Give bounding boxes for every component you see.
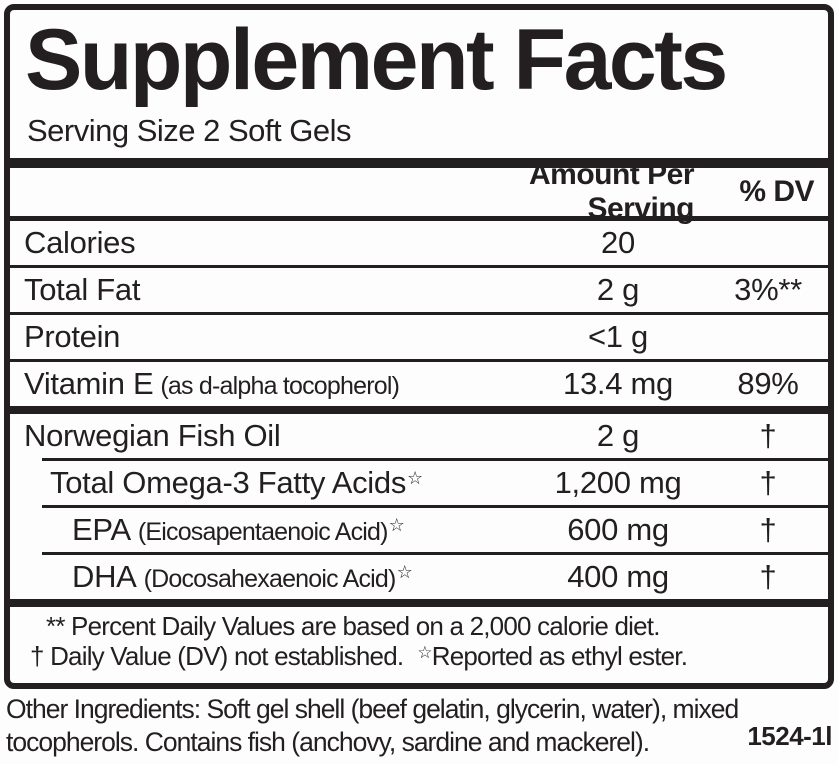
- nutrient-note: (as d-alpha tocopherol): [160, 372, 400, 400]
- nutrient-dv: †: [759, 418, 777, 453]
- table-header-row: Amount Per Serving % DV: [10, 158, 828, 225]
- row-calories: Calories 20: [10, 221, 828, 265]
- below-panel-section: Other Ingredients: Soft gel shell (beef …: [6, 693, 834, 759]
- divider-thick: [10, 406, 828, 414]
- nutrient-name: Total Omega-3 Fatty Acids☆: [50, 465, 423, 500]
- nutrient-dv: †: [759, 559, 777, 594]
- nutrient-name: DHA (Docosahexaenoic Acid)☆: [72, 559, 413, 594]
- row-total-omega-3: Total Omega-3 Fatty Acids☆ 1,200 mg †: [10, 461, 828, 505]
- nutrient-amount: 1,200 mg: [554, 465, 682, 500]
- panel-title: Supplement Facts: [25, 12, 728, 108]
- nutrient-name: Total Fat: [24, 272, 141, 307]
- nutrient-dv: †: [759, 465, 777, 500]
- nutrient-note: (Docosahexaenoic Acid): [143, 565, 397, 593]
- nutrient-name: EPA (Eicosapentaenoic Acid)☆: [72, 512, 405, 547]
- nutrient-amount: 13.4 mg: [563, 366, 673, 401]
- amount-per-serving-header: Amount Per Serving: [528, 158, 695, 225]
- footnote-dv-not-established: † Daily Value (DV) not established. ☆Repo…: [30, 641, 688, 671]
- row-divider: [10, 312, 828, 315]
- nutrient-amount: 600 mg: [567, 512, 669, 547]
- divider-thick: [10, 599, 828, 607]
- row-divider: [10, 265, 828, 268]
- nutrient-note: (Eicosapentaenoic Acid): [137, 518, 389, 546]
- nutrient-dv: 3%**: [734, 272, 802, 307]
- nutrient-amount: 20: [601, 225, 635, 260]
- row-vitamin-e: Vitamin E (as d-alpha tocopherol) 13.4 mg…: [10, 362, 828, 406]
- row-divider: [10, 359, 828, 362]
- nutrient-name: Calories: [24, 225, 136, 260]
- nutrient-amount: 2 g: [596, 272, 640, 307]
- row-dha: DHA (Docosahexaenoic Acid)☆ 400 mg †: [10, 555, 828, 599]
- other-ingredients-text: Other Ingredients: Soft gel shell (beef …: [6, 694, 739, 757]
- divider-medium: [10, 216, 828, 221]
- nutrient-name: Norwegian Fish Oil: [24, 418, 281, 453]
- row-divider-inset: [42, 505, 828, 508]
- row-divider-inset: [42, 458, 828, 461]
- nutrient-name: Vitamin E (as d-alpha tocopherol): [24, 366, 400, 401]
- nutrient-dv: 89%: [737, 366, 799, 401]
- divider-thick: [10, 158, 828, 168]
- nutrient-dv: †: [759, 512, 777, 547]
- row-divider-inset: [42, 552, 828, 555]
- footnote-daily-values: ** Percent Daily Values are based on a 2…: [46, 611, 660, 641]
- row-epa: EPA (Eicosapentaenoic Acid)☆ 600 mg †: [10, 508, 828, 552]
- product-code: 1524-1l: [747, 721, 832, 751]
- nutrient-name: Protein: [24, 319, 121, 354]
- nutrient-amount: 400 mg: [567, 559, 669, 594]
- star-symbol: ☆: [388, 515, 405, 535]
- serving-size: Serving Size 2 Soft Gels: [27, 113, 352, 148]
- star-symbol: ☆: [417, 643, 432, 662]
- star-symbol: ☆: [396, 562, 413, 582]
- row-protein: Protein <1 g: [10, 315, 828, 359]
- title-block: Supplement Facts Serving Size 2 Soft Gel…: [10, 10, 828, 158]
- nutrient-amount: <1 g: [588, 319, 648, 354]
- supplement-facts-panel: Supplement Facts Serving Size 2 Soft Gel…: [4, 4, 834, 689]
- row-total-fat: Total Fat 2 g 3%**: [10, 268, 828, 312]
- nutrient-amount: 2 g: [596, 418, 640, 453]
- row-norwegian-fish-oil: Norwegian Fish Oil 2 g †: [10, 414, 828, 458]
- percent-dv-header: % DV: [739, 175, 814, 208]
- star-symbol: ☆: [407, 468, 423, 488]
- footnotes: ** Percent Daily Values are based on a 2…: [10, 607, 828, 683]
